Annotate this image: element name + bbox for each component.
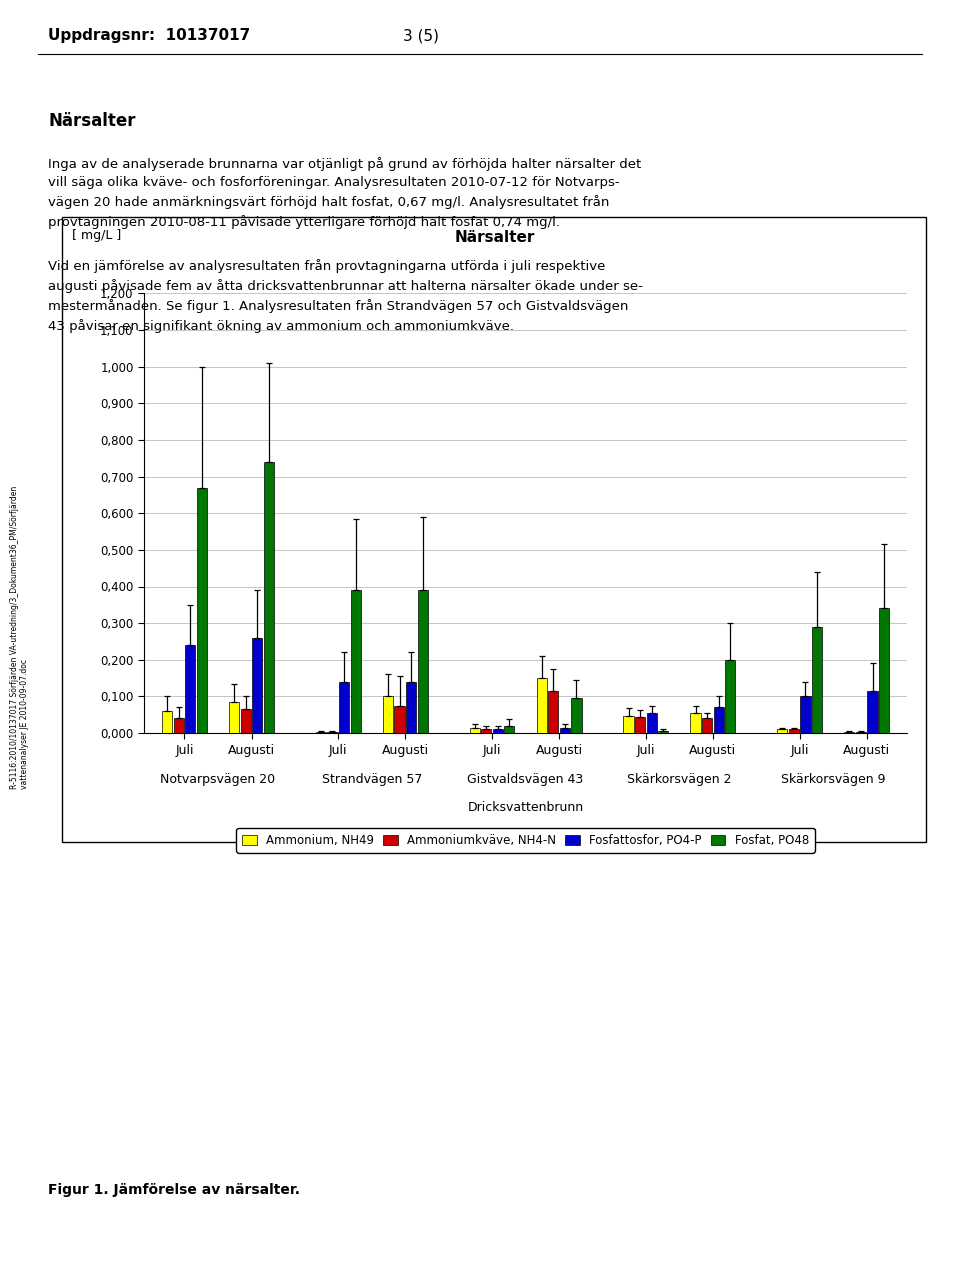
Text: R-5116:2010/10137017 Sörfjärden VA-utredning/3_Dokument36_PM/Sörfjärden
vattenan: R-5116:2010/10137017 Sörfjärden VA-utred… — [10, 486, 29, 789]
Text: Skärkorsvägen 9: Skärkorsvägen 9 — [780, 773, 885, 785]
Bar — [879, 608, 889, 733]
Bar — [778, 729, 787, 733]
Bar — [690, 713, 701, 733]
Text: Figur 1. Jämförelse av närsalter.: Figur 1. Jämförelse av närsalter. — [48, 1183, 300, 1197]
Bar — [868, 691, 877, 733]
Bar — [264, 462, 274, 733]
Bar — [350, 590, 361, 733]
Bar — [659, 732, 668, 733]
Bar — [571, 699, 582, 733]
Text: Skärkorsvägen 2: Skärkorsvägen 2 — [627, 773, 732, 785]
Bar — [504, 725, 515, 733]
Bar — [252, 638, 262, 733]
Bar — [537, 678, 547, 733]
Bar — [229, 703, 239, 733]
Bar — [801, 696, 810, 733]
Bar — [702, 719, 712, 733]
Bar — [418, 590, 428, 733]
Text: Vid en jämförelse av analysresultaten från provtagningarna utförda i juli respek: Vid en jämförelse av analysresultaten fr… — [48, 259, 643, 333]
Text: Inga av de analyserade brunnarna var otjänligt på grund av förhöjda halter närsa: Inga av de analyserade brunnarna var otj… — [48, 157, 641, 230]
Bar — [406, 682, 417, 733]
Text: Uppdragsnr:  10137017: Uppdragsnr: 10137017 — [48, 28, 251, 43]
Bar — [789, 729, 799, 733]
Text: 3 (5): 3 (5) — [403, 28, 439, 43]
Bar — [197, 487, 207, 733]
Bar — [174, 719, 183, 733]
Bar — [844, 732, 854, 733]
Bar — [162, 711, 172, 733]
Text: [ mg/L ]: [ mg/L ] — [72, 230, 121, 242]
Bar — [812, 627, 822, 733]
Text: Gistvaldsvägen 43: Gistvaldsvägen 43 — [468, 773, 584, 785]
Text: Dricksvattenbrunn: Dricksvattenbrunn — [468, 801, 584, 815]
Bar — [492, 729, 503, 733]
Text: Strandvägen 57: Strandvägen 57 — [322, 773, 422, 785]
Bar — [339, 682, 349, 733]
Legend: Ammonium, NH49, Ammoniumkväve, NH4-N, Fosfattosfor, PO4-P, Fosfat, PO48: Ammonium, NH49, Ammoniumkväve, NH4-N, Fo… — [236, 827, 815, 853]
Bar — [395, 705, 405, 733]
Bar — [646, 713, 657, 733]
Bar — [481, 729, 492, 733]
Bar — [469, 728, 480, 733]
Text: Närsalter: Närsalter — [48, 112, 135, 130]
Text: Notvarpsvägen 20: Notvarpsvägen 20 — [160, 773, 276, 785]
Bar — [635, 717, 645, 733]
Bar — [383, 696, 393, 733]
Bar — [560, 728, 570, 733]
Bar — [548, 691, 559, 733]
Text: Närsalter: Närsalter — [454, 230, 535, 245]
Bar — [725, 660, 735, 733]
Bar — [185, 645, 195, 733]
Bar — [241, 709, 251, 733]
Bar — [623, 715, 634, 733]
Bar — [713, 706, 724, 733]
